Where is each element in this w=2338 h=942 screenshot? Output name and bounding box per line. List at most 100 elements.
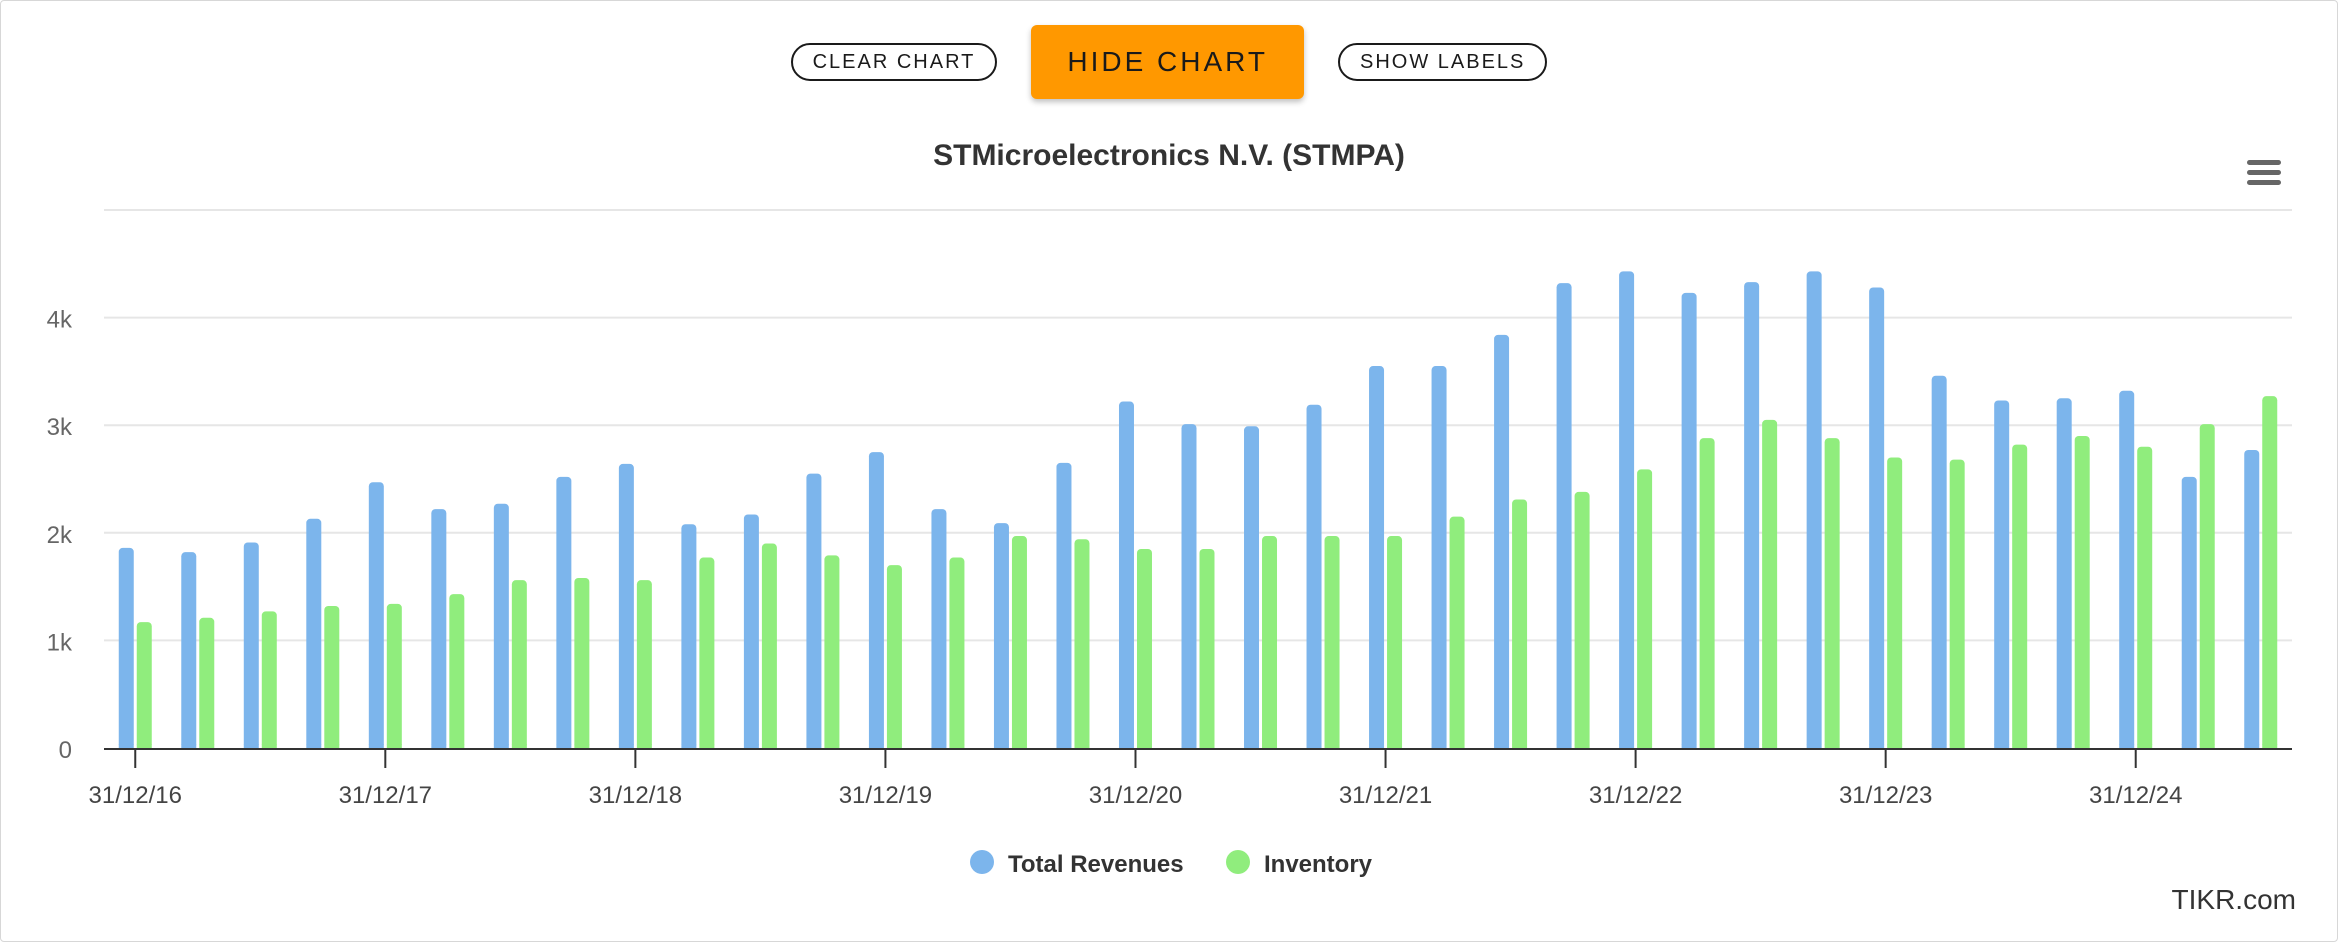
bar[interactable] xyxy=(1681,292,1697,748)
hamburger-menu-icon[interactable] xyxy=(2244,156,2284,190)
bar[interactable] xyxy=(1136,548,1152,748)
bar[interactable] xyxy=(2056,398,2072,748)
bar[interactable] xyxy=(1244,426,1260,748)
bar[interactable] xyxy=(2137,446,2153,748)
bar-base xyxy=(306,744,322,748)
bar[interactable] xyxy=(574,577,590,748)
bar[interactable] xyxy=(1306,404,1322,748)
bar[interactable] xyxy=(1056,462,1072,748)
bar[interactable] xyxy=(199,617,215,748)
x-tick-label: 31/12/23 xyxy=(1839,782,1932,809)
bar[interactable] xyxy=(949,557,965,748)
bar[interactable] xyxy=(1074,539,1090,748)
clear-chart-button[interactable]: CLEAR CHART xyxy=(790,43,998,81)
bar-base xyxy=(618,744,634,748)
bar[interactable] xyxy=(681,524,697,748)
hide-chart-button[interactable]: HIDE CHART xyxy=(1031,25,1304,99)
bar[interactable] xyxy=(1181,424,1197,748)
bar[interactable] xyxy=(386,603,402,748)
bar[interactable] xyxy=(993,523,1009,748)
bar-base xyxy=(1744,744,1760,748)
bar[interactable] xyxy=(1494,334,1510,748)
bar[interactable] xyxy=(1949,459,1965,748)
bar[interactable] xyxy=(1387,536,1403,748)
bar[interactable] xyxy=(2262,396,2278,748)
bar[interactable] xyxy=(493,503,509,748)
bar[interactable] xyxy=(1994,400,2010,748)
bar[interactable] xyxy=(1619,271,1635,748)
bar[interactable] xyxy=(449,594,465,748)
x-tick-label: 31/12/21 xyxy=(1339,782,1432,809)
bar[interactable] xyxy=(886,565,902,748)
bar[interactable] xyxy=(1449,516,1465,748)
bar-base xyxy=(1199,744,1215,748)
bar[interactable] xyxy=(136,622,152,748)
bar[interactable] xyxy=(1324,536,1340,748)
legend-marker xyxy=(970,850,994,874)
bar[interactable] xyxy=(324,605,340,748)
bar[interactable] xyxy=(431,509,447,748)
show-labels-button[interactable]: SHOW LABELS xyxy=(1338,43,1548,81)
bar[interactable] xyxy=(1824,438,1840,748)
bar-base xyxy=(699,744,715,748)
bar[interactable] xyxy=(1744,282,1760,748)
legend-item[interactable]: Inventory xyxy=(1226,850,1373,878)
bar[interactable] xyxy=(1556,283,1572,748)
bar[interactable] xyxy=(1806,271,1822,748)
legend: Total Revenues Inventory xyxy=(970,850,1373,878)
legend-item[interactable]: Total Revenues xyxy=(970,850,1184,878)
bar[interactable] xyxy=(368,482,384,748)
bar[interactable] xyxy=(511,580,527,748)
bar[interactable] xyxy=(261,611,277,748)
bar-base xyxy=(261,744,277,748)
bar-base xyxy=(2262,744,2278,748)
bar[interactable] xyxy=(1699,438,1715,748)
bar[interactable] xyxy=(181,552,197,748)
bar[interactable] xyxy=(1869,287,1885,748)
bar[interactable] xyxy=(1011,536,1027,748)
bar[interactable] xyxy=(699,557,715,748)
bar[interactable] xyxy=(824,555,840,748)
bar-base xyxy=(1369,744,1385,748)
bar[interactable] xyxy=(618,463,634,748)
bar[interactable] xyxy=(1762,419,1778,748)
bar[interactable] xyxy=(1431,366,1447,748)
bar-base xyxy=(511,744,527,748)
bar[interactable] xyxy=(2181,476,2197,748)
bar[interactable] xyxy=(1118,401,1134,748)
bar[interactable] xyxy=(2119,390,2135,748)
bar[interactable] xyxy=(1574,491,1590,748)
bar-base xyxy=(1994,744,2010,748)
bar-base xyxy=(1181,744,1197,748)
bar[interactable] xyxy=(2199,424,2215,748)
bar[interactable] xyxy=(1512,499,1528,748)
bar[interactable] xyxy=(636,580,652,748)
bar[interactable] xyxy=(2012,444,2028,748)
bar[interactable] xyxy=(1637,469,1653,748)
bar[interactable] xyxy=(743,514,759,748)
bar[interactable] xyxy=(806,473,822,748)
bar-base xyxy=(2199,744,2215,748)
bar-base xyxy=(1931,744,1947,748)
bar-base xyxy=(949,744,965,748)
bar[interactable] xyxy=(118,547,134,748)
bar[interactable] xyxy=(1262,536,1278,748)
bar[interactable] xyxy=(556,476,572,748)
bar-base xyxy=(243,744,259,748)
bar[interactable] xyxy=(931,509,947,748)
bar[interactable] xyxy=(2244,449,2260,748)
bar-base xyxy=(1556,744,1572,748)
bar-base xyxy=(681,744,697,748)
bar[interactable] xyxy=(1199,548,1215,748)
bar-base xyxy=(1244,744,1260,748)
bar[interactable] xyxy=(761,543,777,748)
bar[interactable] xyxy=(2074,435,2090,748)
bar-base xyxy=(1637,744,1653,748)
bar[interactable] xyxy=(1887,457,1903,748)
bar[interactable] xyxy=(1931,375,1947,748)
bar[interactable] xyxy=(306,518,322,748)
bar-base xyxy=(2137,744,2153,748)
bar[interactable] xyxy=(1369,366,1385,748)
bar[interactable] xyxy=(243,542,259,748)
bar[interactable] xyxy=(868,452,884,748)
